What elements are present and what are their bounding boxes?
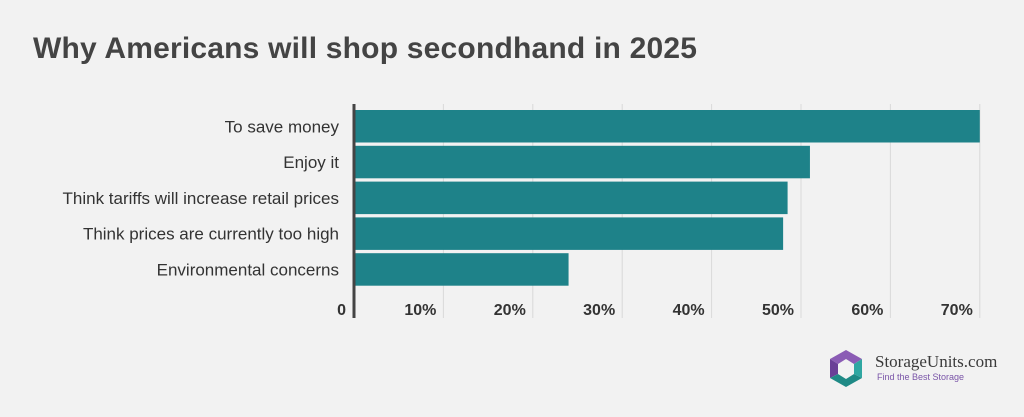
category-label: To save money [225,117,340,136]
category-label: Think tariffs will increase retail price… [63,189,340,208]
x-tick-label: 0 [337,302,346,319]
bar [354,217,784,250]
bar [354,110,980,143]
x-tick-label: 40% [673,302,705,319]
x-tick-label: 20% [494,302,526,319]
category-label: Environmental concerns [157,260,339,279]
x-tick-label: 50% [762,302,794,319]
bar [354,181,788,215]
x-tick-label: 60% [851,302,883,319]
cube-logo-icon [830,350,862,387]
bar [354,253,569,286]
x-tick-label: 70% [941,302,973,319]
chart-title: Why Americans will shop secondhand in 20… [33,32,698,65]
brand-logo[interactable]: StorageUnits.com Find the Best Storage [826,348,1016,388]
brand-tagline: Find the Best Storage [877,372,965,382]
category-label: Enjoy it [283,153,339,172]
x-tick-label: 30% [583,302,615,319]
brand-name: StorageUnits.com [875,352,998,371]
bar [354,145,810,179]
x-tick-label: 10% [404,302,436,319]
category-label: Think prices are currently too high [83,225,339,244]
